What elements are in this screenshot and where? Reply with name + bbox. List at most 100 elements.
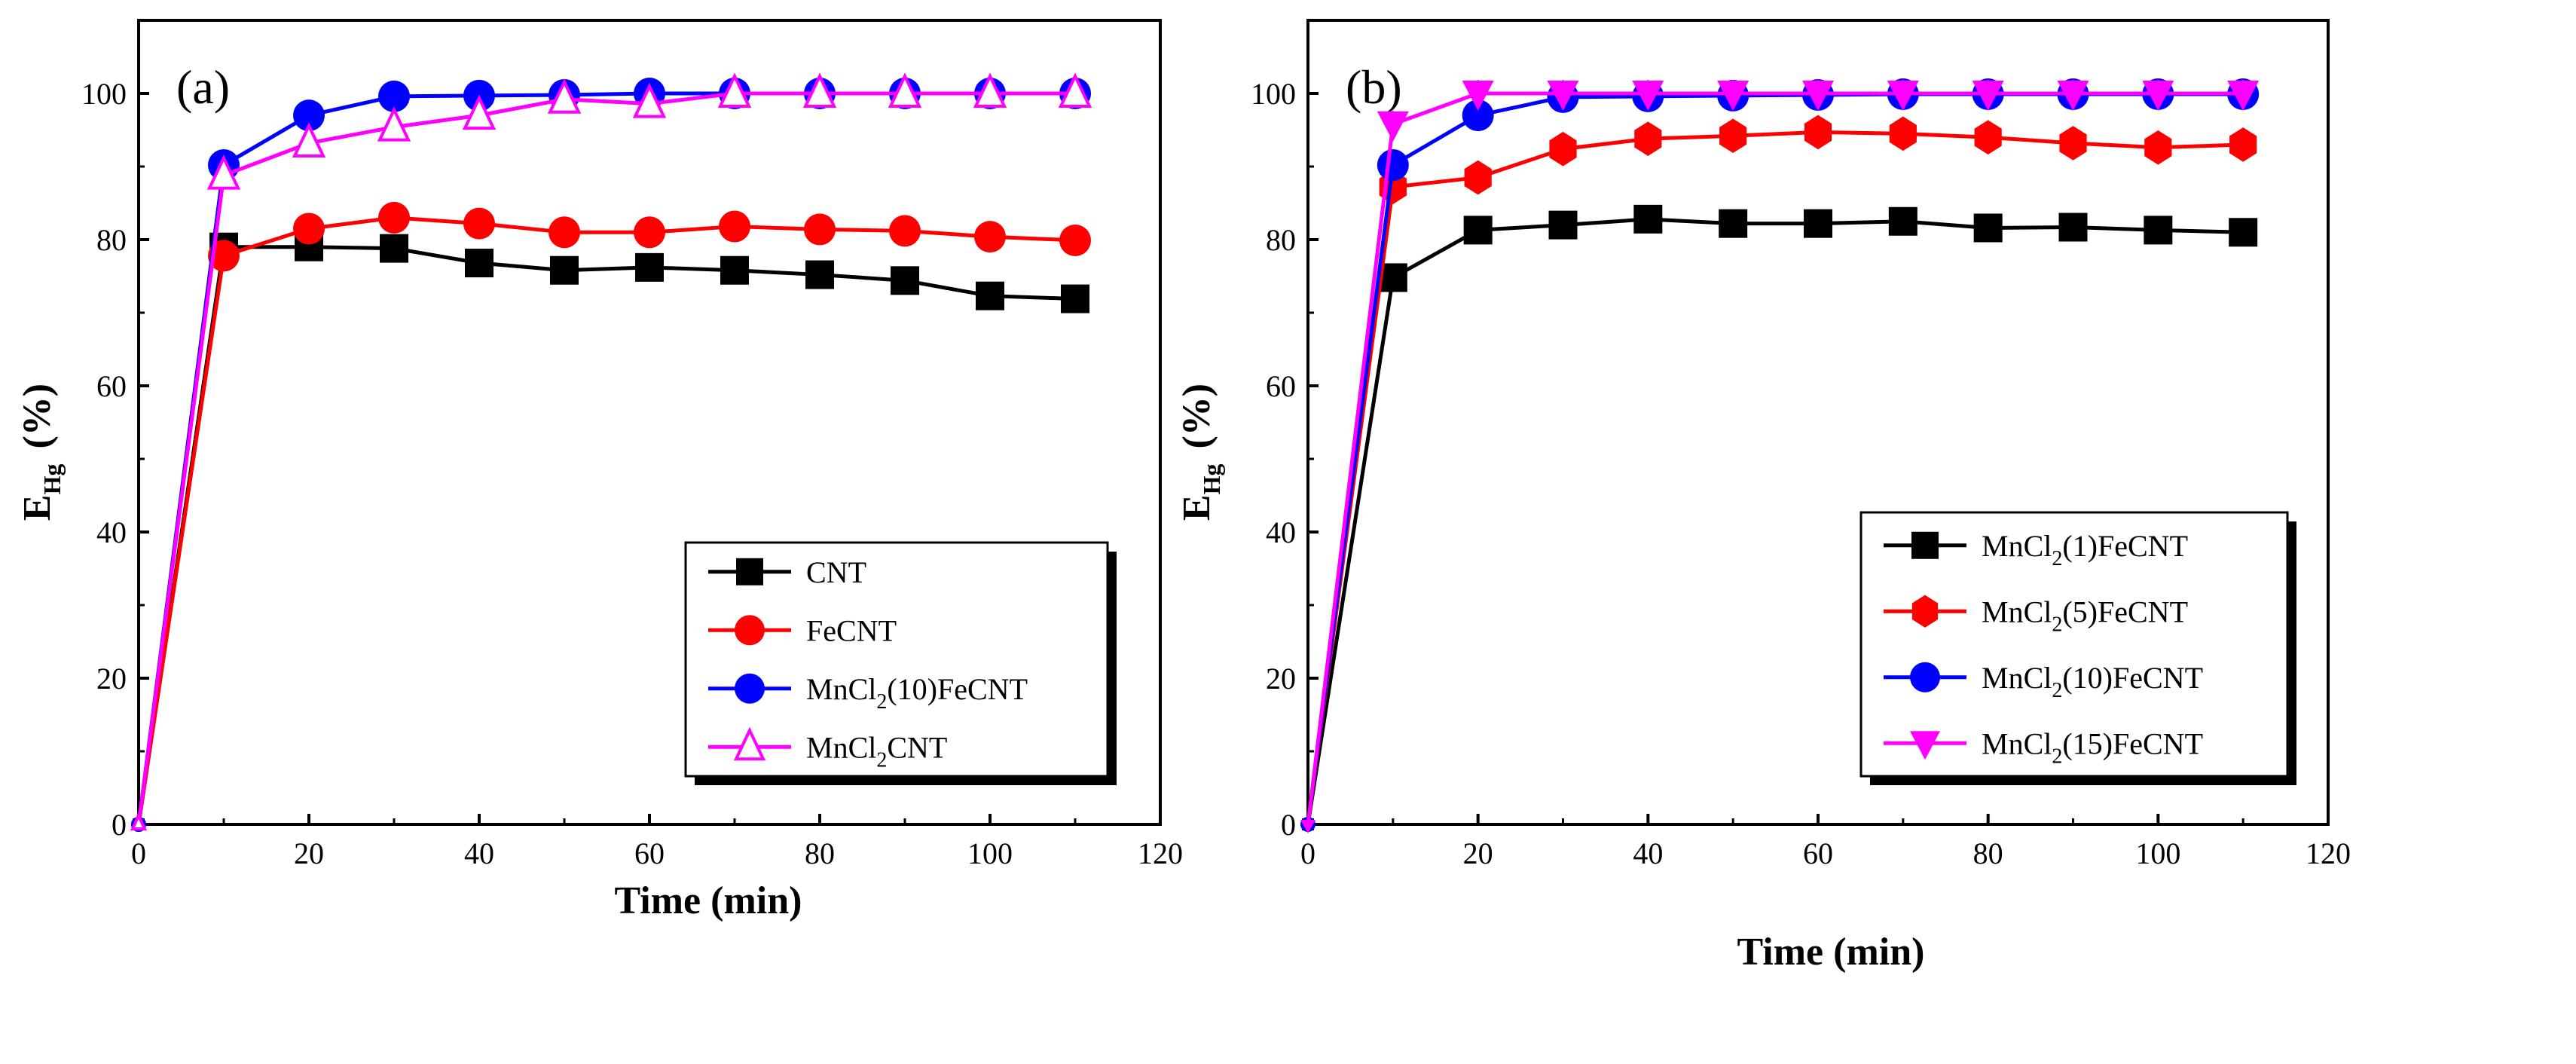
x-tick-label: 100 xyxy=(967,836,1013,870)
marker-triangle-down xyxy=(1377,111,1409,142)
marker-circle xyxy=(804,213,836,246)
legend-label-sub: 2 xyxy=(2052,744,2062,768)
marker-triangle xyxy=(292,122,326,157)
y-tick-label: 0 xyxy=(1281,808,1296,842)
marker-circle xyxy=(378,201,410,234)
y-label-unit: (%) xyxy=(1175,384,1218,449)
marker-circle xyxy=(1462,99,1494,132)
y-tick-label: 100 xyxy=(81,77,127,111)
marker-hexagon xyxy=(1719,118,1747,154)
marker-square xyxy=(1911,531,1939,559)
marker-hexagon xyxy=(1464,160,1492,195)
legend-label: MnCl2(1)FeCNT xyxy=(1982,529,2188,570)
legend-label-rest: (1)FeCNT xyxy=(2062,529,2188,563)
series-MnCl2(1)FeCNT xyxy=(1302,204,2258,830)
legend-label: MnCl2(15)FeCNT xyxy=(1982,726,2203,768)
legend-label: FeCNT xyxy=(806,613,897,647)
marker-triangle-down xyxy=(2227,81,2260,111)
legend-label: MnCl2(10)FeCNT xyxy=(806,672,1028,714)
marker-triangle-down xyxy=(1802,81,1834,111)
marker-triangle xyxy=(130,812,148,830)
legend-label-main: MnCl xyxy=(806,672,876,706)
marker-triangle xyxy=(973,72,1007,108)
marker-circle xyxy=(378,80,410,112)
marker-square xyxy=(1548,210,1578,240)
legend-label-sub: 2 xyxy=(876,748,887,772)
series-line xyxy=(1306,91,2244,825)
x-tick-label: 80 xyxy=(1973,836,2003,870)
y-tick-label: 20 xyxy=(1266,662,1296,696)
x-tick-label: 40 xyxy=(1633,836,1663,870)
y-tick-label: 40 xyxy=(1266,515,1296,549)
y-axis-label: EHg (%) xyxy=(16,384,66,521)
legend-label-sub: 2 xyxy=(2052,547,2062,570)
marker-circle xyxy=(463,207,495,240)
marker-triangle-down xyxy=(2142,81,2174,111)
series-line xyxy=(136,91,1075,825)
marker-hexagon xyxy=(1911,595,1939,628)
legend-label: MnCl2(10)FeCNT xyxy=(1982,661,2203,702)
legend-label-rest: (5)FeCNT xyxy=(2062,595,2188,628)
marker-triangle-down xyxy=(1887,81,1919,111)
x-tick-label: 60 xyxy=(634,836,665,870)
y-tick-label: 60 xyxy=(96,369,127,403)
panel-label: (b) xyxy=(1346,60,1402,114)
marker-hexagon xyxy=(1889,116,1917,151)
legend-label-main: CNT xyxy=(806,555,866,589)
x-tick-label: 100 xyxy=(2135,836,2180,870)
marker-square xyxy=(720,255,749,285)
marker-triangle xyxy=(717,72,752,108)
marker-square xyxy=(1804,209,1832,238)
marker-triangle xyxy=(632,82,667,118)
marker-hexagon xyxy=(1804,115,1832,150)
marker-circle xyxy=(974,221,1006,253)
x-tick-label: 0 xyxy=(131,836,146,870)
y-tick-label: 40 xyxy=(96,515,127,549)
y-label-main: E xyxy=(16,494,59,521)
series-MnCl2(15)FeCNT xyxy=(1300,80,2260,833)
marker-triangle xyxy=(462,94,497,130)
legend-label-main: MnCl xyxy=(1982,595,2052,628)
marker-triangle-down xyxy=(1300,820,1316,833)
marker-triangle-down xyxy=(1910,731,1940,760)
y-axis-label: EHg (%) xyxy=(1175,384,1225,521)
x-tick-label: 40 xyxy=(464,836,494,870)
marker-square xyxy=(976,281,1004,310)
marker-circle xyxy=(549,216,580,249)
x-axis-label: Time (min) xyxy=(615,879,802,922)
series-line xyxy=(1306,130,2244,825)
marker-hexagon xyxy=(1974,120,2002,154)
legend-label-sub: 2 xyxy=(876,690,887,714)
marker-triangle xyxy=(1058,72,1092,108)
y-tick-label: 80 xyxy=(1266,223,1296,257)
y-tick-label: 20 xyxy=(96,662,127,696)
legend-label: MnCl2CNT xyxy=(806,730,947,772)
marker-square xyxy=(2144,216,2173,245)
marker-hexagon xyxy=(2229,127,2257,162)
panel-a: 0 20 40 60 80 100 120 0 20 40 60 80 100 (a) Time (min)… xyxy=(16,19,1183,922)
marker-square xyxy=(1888,206,1917,236)
marker-triangle xyxy=(733,726,766,761)
marker-square xyxy=(1633,204,1663,234)
legend-label-main: MnCl xyxy=(1982,529,2052,563)
x-tick-label: 120 xyxy=(2306,836,2351,870)
y-tick-label: 60 xyxy=(1266,369,1296,403)
y-tick-label: 0 xyxy=(112,808,127,842)
y-tick-label: 100 xyxy=(1251,77,1296,111)
marker-triangle-down xyxy=(1972,81,2004,111)
marker-hexagon xyxy=(2144,130,2172,165)
x-tick-label: 80 xyxy=(805,836,835,870)
x-tick-label: 20 xyxy=(1463,836,1493,870)
y-label-sub: Hg xyxy=(38,464,66,495)
legend-label-rest: (10)FeCNT xyxy=(887,672,1028,706)
legend-label-sub: 2 xyxy=(2052,613,2062,636)
marker-square xyxy=(2229,218,2258,247)
marker-square xyxy=(1061,284,1089,313)
marker-triangle-down xyxy=(2057,81,2089,111)
marker-square xyxy=(635,252,664,282)
marker-triangle-down xyxy=(1632,81,1664,111)
legend-label-main: MnCl xyxy=(806,730,876,764)
marker-triangle xyxy=(802,72,837,108)
x-tick-label: 20 xyxy=(294,836,324,870)
